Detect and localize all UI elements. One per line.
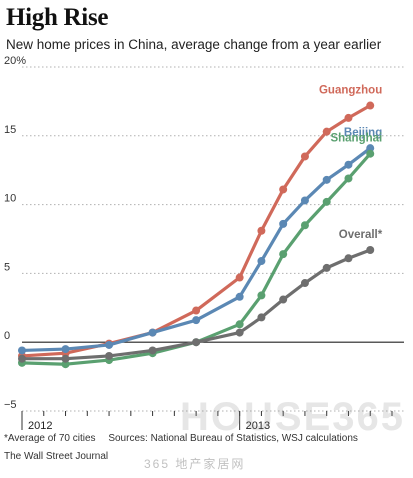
data-point (148, 346, 157, 355)
data-point (235, 292, 244, 301)
data-point (322, 263, 331, 272)
data-point (300, 279, 309, 288)
data-point (192, 306, 201, 315)
data-point (61, 354, 70, 363)
data-point (366, 246, 375, 255)
data-point (235, 320, 244, 329)
line-chart: −5 0 5 10 15 20% 2012 2013 Guangzhou BeijingShang… (4, 55, 404, 430)
x-tick-label: 2013 (246, 420, 270, 430)
series-line-beijing (20, 146, 372, 353)
y-tick-label: 10 (4, 193, 16, 205)
data-point (235, 273, 244, 282)
data-point (105, 351, 114, 360)
footnote-note: *Average of 70 cities (4, 433, 96, 444)
data-point (257, 291, 266, 300)
series-label: Beijing (344, 127, 382, 139)
data-point (61, 345, 70, 354)
credit-line: The Wall Street Journal (4, 451, 109, 462)
data-point (344, 113, 353, 122)
series-label: Overall* (339, 229, 383, 241)
data-point (105, 340, 114, 349)
data-point (18, 354, 26, 363)
data-point (279, 219, 288, 228)
footnote: *Average of 70 cities Sources: National … (4, 433, 358, 444)
data-point (322, 197, 331, 206)
series-label: Guangzhou (319, 85, 382, 97)
y-tick-label: 5 (4, 261, 10, 273)
data-point (257, 226, 266, 235)
data-point (257, 313, 266, 322)
data-point (279, 250, 288, 259)
footnote-sources: Sources: National Bureau of Statistics, … (108, 433, 358, 444)
data-point (257, 257, 266, 266)
watermark-caption: 365 地产家居网 (144, 457, 246, 471)
y-tick-label: −5 (4, 399, 17, 411)
data-point (366, 149, 375, 158)
data-point (300, 152, 309, 161)
series-line-shanghai (20, 152, 372, 366)
data-point (235, 328, 244, 337)
data-point (279, 295, 288, 304)
y-tick-label: 0 (4, 330, 10, 342)
data-point (18, 346, 26, 355)
data-point (344, 160, 353, 169)
series-label: Shanghai (330, 133, 382, 145)
x-tick-label: 2012 (28, 420, 52, 430)
data-point (322, 175, 331, 184)
data-point (192, 338, 201, 347)
chart-title: High Rise (6, 4, 109, 31)
data-point (61, 360, 70, 369)
data-point (279, 185, 288, 194)
data-point (300, 221, 309, 230)
watermark-logo: HOUSE365 (180, 395, 405, 439)
data-point (322, 127, 331, 136)
data-point (366, 101, 375, 110)
data-point (366, 144, 375, 153)
data-point (344, 254, 353, 263)
y-tick-label: 15 (4, 124, 16, 136)
data-point (148, 328, 157, 337)
y-tick-label: 20% (4, 55, 26, 67)
chart-subtitle: New home prices in China, average change… (6, 37, 382, 52)
data-point (300, 196, 309, 205)
data-point (344, 174, 353, 183)
data-point (192, 316, 201, 325)
